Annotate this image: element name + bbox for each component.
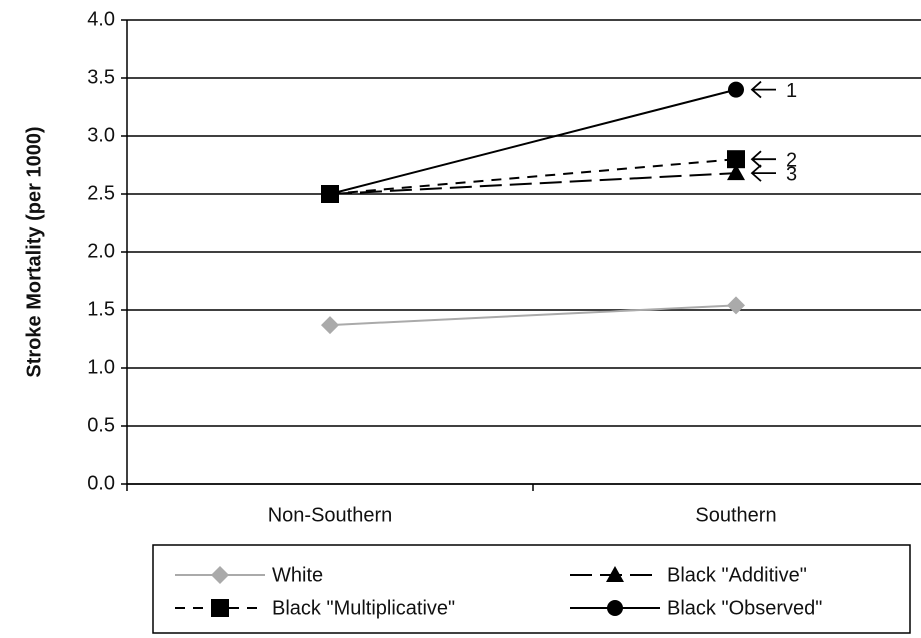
- annotation: 2: [786, 149, 797, 171]
- series-line: [329, 172, 737, 195]
- y-tick-label: 4.0: [87, 8, 115, 30]
- y-tick-label: 2.5: [87, 182, 115, 204]
- series-line: [329, 88, 737, 195]
- legend-marker: [211, 566, 229, 584]
- series-line: [329, 304, 737, 327]
- legend-label: Black "Multiplicative": [272, 597, 455, 619]
- y-tick-label: 1.0: [87, 356, 115, 378]
- legend-label: Black "Additive": [667, 564, 807, 586]
- annotation: 3: [786, 163, 797, 185]
- y-tick-label: 3.0: [87, 124, 115, 146]
- legend-label: White: [272, 564, 323, 586]
- annotation-arrow: [750, 150, 776, 168]
- y-tick-label: 0.5: [87, 414, 115, 436]
- y-axis-label: Stroke Mortality (per 1000): [23, 126, 45, 377]
- annotation-arrow: [750, 80, 776, 99]
- y-tick-label: 0.0: [87, 472, 115, 494]
- legend-box: [152, 544, 911, 634]
- legend-marker: [606, 566, 624, 582]
- point: [727, 296, 745, 315]
- annotation: 1: [786, 80, 797, 102]
- y-tick-label: 3.5: [87, 66, 115, 88]
- point: [727, 164, 745, 181]
- x-tick-label: Southern: [695, 504, 776, 526]
- y-tick-label: 1.5: [87, 298, 115, 320]
- legend-marker: [607, 600, 623, 616]
- point: [321, 316, 339, 335]
- legend-label: Black "Observed": [667, 597, 822, 619]
- series-line: [329, 158, 737, 195]
- annotation-arrow: [750, 164, 776, 182]
- y-tick-label: 2.0: [87, 240, 115, 262]
- legend-marker: [211, 599, 229, 617]
- x-tick-label: Non-Southern: [268, 504, 393, 526]
- point: [322, 186, 338, 202]
- point: [728, 81, 744, 98]
- point: [727, 150, 745, 169]
